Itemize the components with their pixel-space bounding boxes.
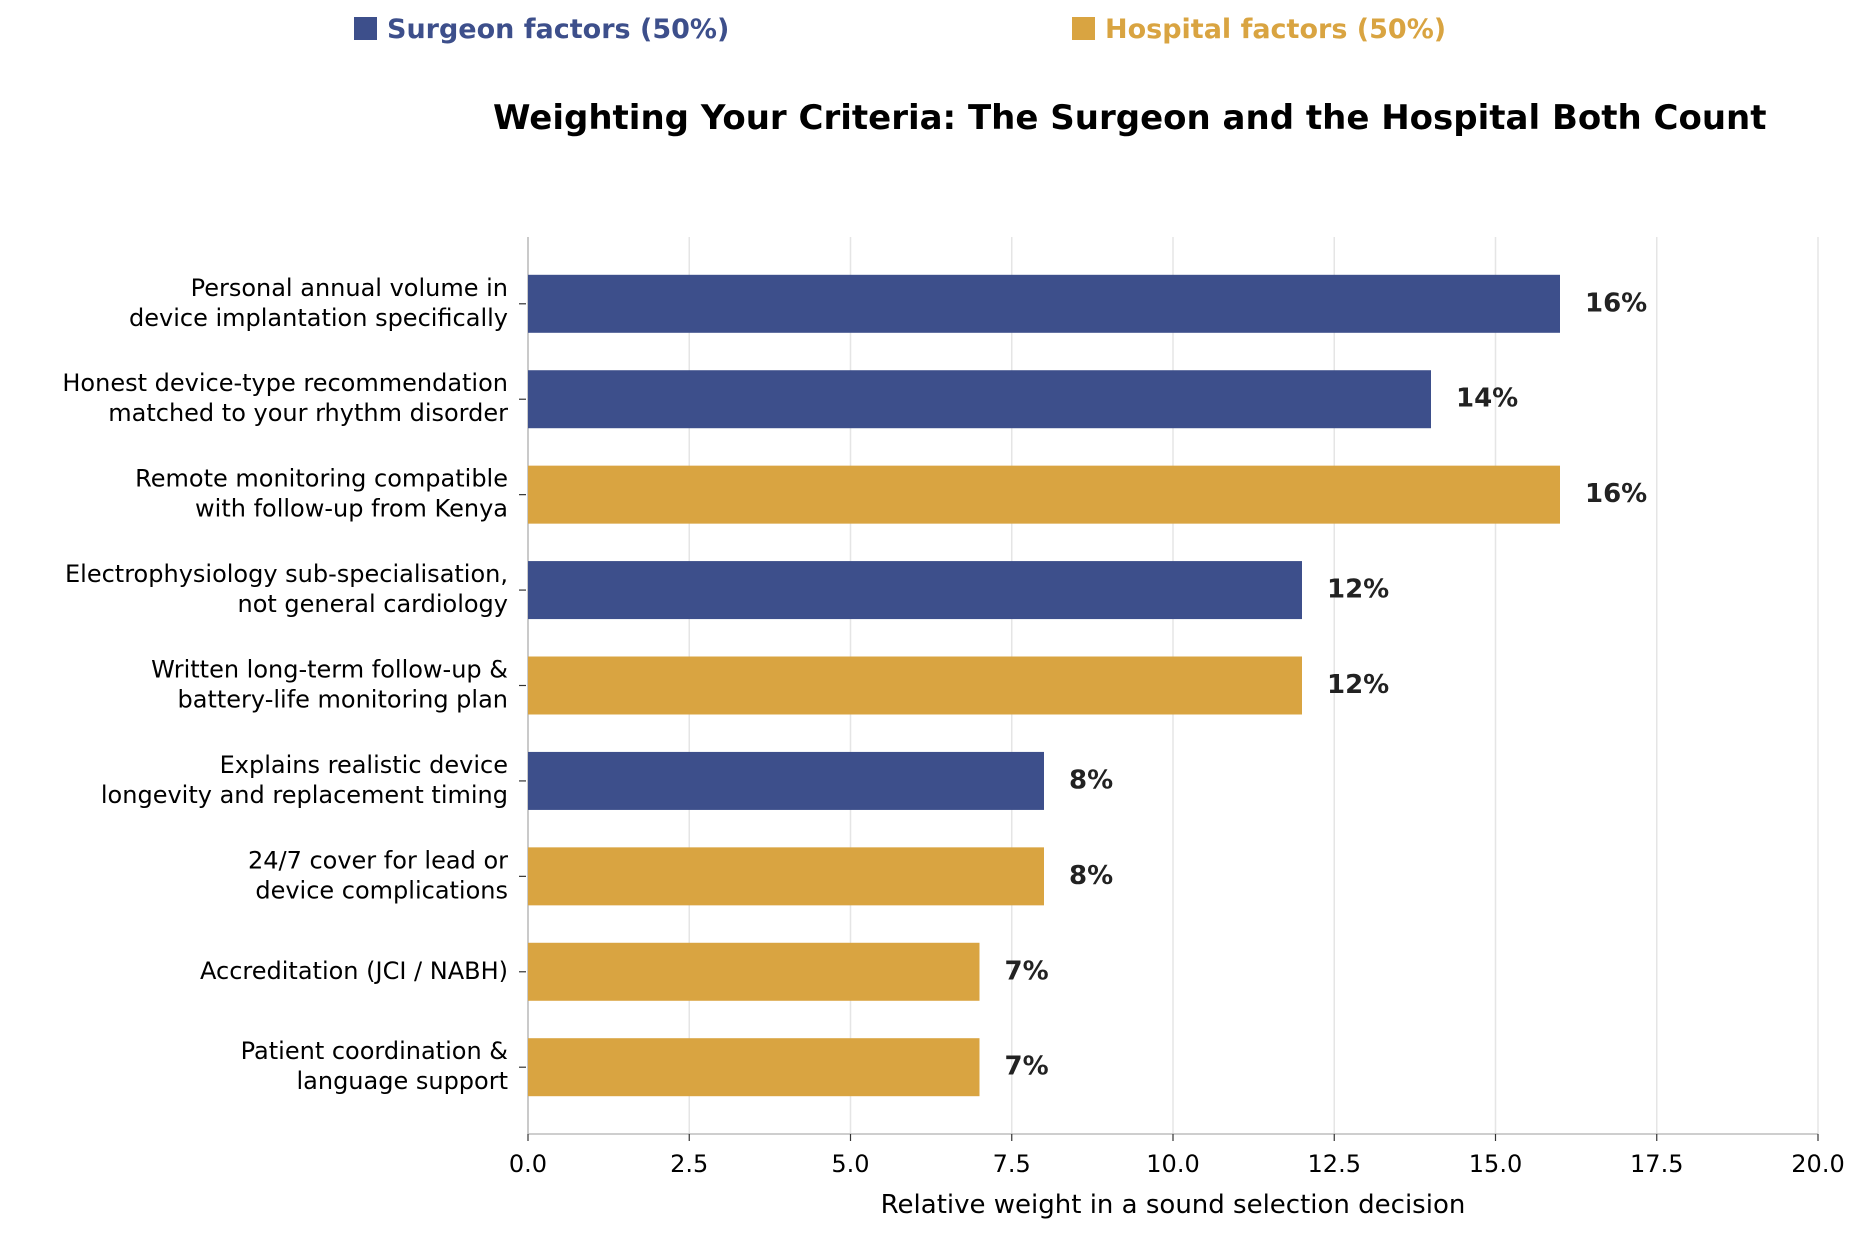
- value-label: 16%: [1585, 288, 1647, 318]
- value-label: 8%: [1069, 765, 1113, 795]
- legend-swatch-hospital: [1072, 17, 1095, 40]
- category-label: Written long-term follow-up & battery-lif…: [151, 656, 508, 714]
- category-label: Personal annual volume in device implanta…: [129, 274, 508, 332]
- value-label: 16%: [1585, 479, 1647, 509]
- legend-item-surgeon: Surgeon factors (50%): [354, 14, 729, 45]
- category-label: 24/7 cover for lead or device complicatio…: [248, 846, 508, 904]
- bar: [528, 1038, 980, 1097]
- category-label: Explains realistic device longevity and r…: [101, 751, 508, 809]
- value-label: 12%: [1327, 670, 1389, 700]
- x-tick-label: 12.5: [1308, 1150, 1361, 1178]
- bar: [528, 751, 1044, 810]
- chart-title: Weighting Your Criteria: The Surgeon and…: [493, 98, 1767, 138]
- bar: [528, 370, 1431, 429]
- x-tick-label: 2.5: [670, 1150, 708, 1178]
- x-tick-label: 10.0: [1146, 1150, 1199, 1178]
- x-tick-label: 15.0: [1469, 1150, 1522, 1178]
- legend-label-surgeon: Surgeon factors (50%): [387, 14, 730, 45]
- legend-item-hospital: Hospital factors (50%): [1072, 14, 1446, 45]
- value-label: 7%: [1005, 1052, 1049, 1082]
- x-tick-label: 7.5: [993, 1150, 1031, 1178]
- bar: [528, 274, 1560, 333]
- value-label: 14%: [1456, 384, 1518, 414]
- value-label: 8%: [1069, 861, 1113, 891]
- category-label: Accreditation (JCI / NABH): [200, 957, 508, 985]
- x-tick-label: 5.0: [831, 1150, 869, 1178]
- x-axis-label: Relative weight in a sound selection dec…: [881, 1190, 1466, 1220]
- x-tick-label: 20.0: [1791, 1150, 1844, 1178]
- value-label: 12%: [1327, 575, 1389, 605]
- value-label: 7%: [1005, 956, 1049, 986]
- category-label: Electrophysiology sub-specialisation, not…: [65, 560, 508, 618]
- bar: [528, 656, 1302, 715]
- bar: [528, 847, 1044, 906]
- x-tick-label: 0.0: [509, 1150, 547, 1178]
- legend-swatch-surgeon: [354, 17, 377, 40]
- x-tick-label: 17.5: [1630, 1150, 1683, 1178]
- category-label: Remote monitoring compatible with follow-…: [135, 465, 508, 523]
- legend-label-hospital: Hospital factors (50%): [1105, 14, 1447, 45]
- bar: [528, 465, 1560, 524]
- category-label: Honest device-type recommendation matched…: [62, 369, 508, 427]
- category-label: Patient coordination & language support: [241, 1037, 508, 1095]
- bar: [528, 561, 1302, 620]
- bar: [528, 942, 980, 1001]
